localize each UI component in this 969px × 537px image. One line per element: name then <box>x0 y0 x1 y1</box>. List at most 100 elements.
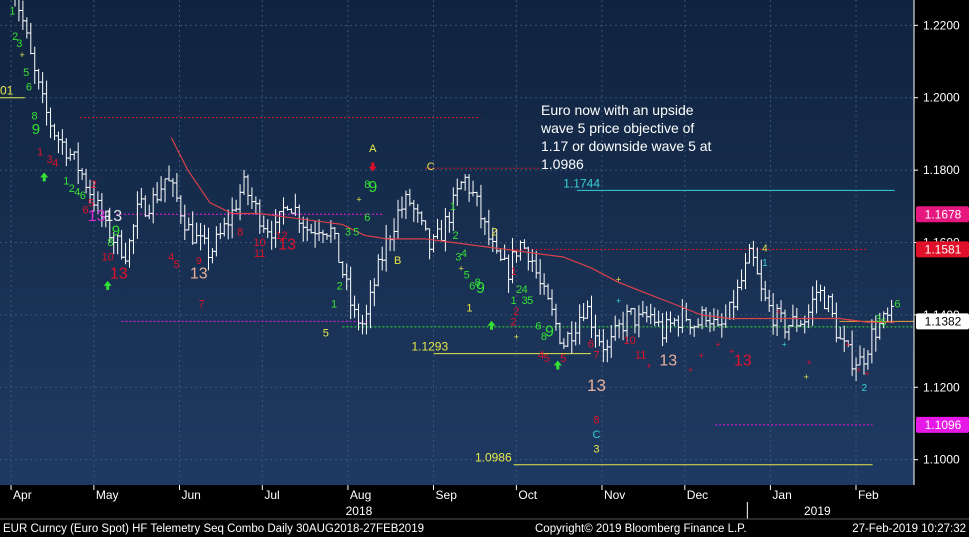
count-marker: 4 <box>52 157 58 169</box>
count-marker: 8 <box>475 277 481 289</box>
arrow-up-icon <box>553 360 562 370</box>
count-marker: 9 <box>476 280 485 297</box>
count-marker: 8 <box>364 179 370 191</box>
count-marker: + <box>729 347 734 357</box>
annotation-line: wave 5 price objective of <box>540 120 694 136</box>
count-marker: 3 <box>522 295 528 307</box>
count-marker: + <box>688 365 693 375</box>
annotation-line: 1.17 or downside wave 5 at <box>541 138 712 154</box>
level-label: 1.0986 <box>475 451 512 465</box>
y-tick-label: 1.1200 <box>923 380 960 394</box>
count-marker: + <box>356 195 361 205</box>
annotation-line: Euro now with an upside <box>541 102 694 118</box>
count-marker: + <box>782 339 787 349</box>
x-tick-label: Sep <box>436 488 458 502</box>
count-marker: 9 <box>112 222 120 239</box>
footer-center: Copyright© 2019 Bloomberg Finance L.P. <box>535 523 747 535</box>
count-marker: 1 <box>511 295 517 307</box>
count-marker: 9 <box>368 179 377 196</box>
x-tick-label: Feb <box>858 488 879 502</box>
count-marker: + <box>715 339 720 349</box>
level-label: 1.1744 <box>563 176 600 190</box>
price-badge-label: 1.1678 <box>925 207 962 221</box>
annotation-text: Euro now with an upside wave 5 price obje… <box>540 102 712 172</box>
x-year-label: 2018 <box>346 504 373 518</box>
footer-bar <box>0 519 969 537</box>
count-marker: 12 <box>276 230 288 242</box>
count-marker: + <box>646 361 651 371</box>
count-marker: A <box>369 143 377 155</box>
price-badge <box>916 416 969 433</box>
count-marker: + <box>856 365 861 375</box>
annotation-line: 1.0986 <box>541 156 584 172</box>
count-marker: 1 <box>9 5 15 17</box>
count-marker: 3 <box>875 314 881 325</box>
count-marker: 5 <box>560 353 566 365</box>
moving-average-line <box>170 137 895 323</box>
count-marker: 9 <box>545 324 554 341</box>
count-marker: 5 <box>323 328 329 340</box>
count-marker: 5 <box>88 197 94 209</box>
count-marker: 6 <box>26 81 32 93</box>
count-marker: 1 <box>466 302 472 314</box>
level-label: 01 <box>0 84 14 98</box>
x-tick-label: Dec <box>687 488 708 502</box>
count-marker: 6 <box>83 205 89 217</box>
count-marker: + <box>845 339 850 349</box>
count-marker: 13 <box>190 266 208 283</box>
count-marker: + <box>804 372 809 382</box>
price-badge <box>916 313 969 330</box>
count-marker: 5 <box>23 67 29 79</box>
price-badge <box>916 241 969 258</box>
count-marker: 2 <box>862 383 868 394</box>
count-marker: 1 <box>63 176 69 188</box>
count-marker: 6 <box>80 190 86 202</box>
y-tick-label: 1.1800 <box>923 163 960 177</box>
count-marker: 4 <box>74 186 80 198</box>
footer-left: EUR Curncy (Euro Spot) HF Telemetry Seq … <box>3 523 424 535</box>
count-marker: + <box>864 368 869 378</box>
count-marker: 2 <box>69 183 75 195</box>
count-marker: 2 <box>91 179 97 191</box>
x-year-label: 2019 <box>804 504 831 518</box>
count-marker: 1 <box>450 201 456 213</box>
count-marker: 3 <box>455 252 461 264</box>
count-marker: 7 <box>593 349 599 361</box>
count-marker: 3 <box>345 226 351 238</box>
count-marker: 13 <box>659 353 677 370</box>
count-marker: B <box>394 255 401 267</box>
count-marker: 5 <box>881 318 887 329</box>
count-marker: 10 <box>253 237 265 249</box>
count-marker: + <box>806 358 811 368</box>
x-tick-label: Jan <box>772 488 791 502</box>
count-marker: + <box>514 332 519 342</box>
count-marker: 1 <box>762 258 768 269</box>
x-tick-label: May <box>96 488 119 502</box>
count-marker: 9 <box>196 256 202 267</box>
footer-right: 27-Feb-2019 10:27:32 <box>852 523 966 535</box>
count-marker: 11 <box>635 349 646 361</box>
count-marker: 1 <box>37 147 43 159</box>
count-marker: 6 <box>535 320 541 332</box>
count-marker: 1 <box>511 266 517 278</box>
count-marker: 7 <box>199 299 205 311</box>
x-tick-label: Aug <box>350 488 371 502</box>
x-tick-label: Jul <box>264 488 279 502</box>
count-marker: 2 <box>511 317 517 329</box>
count-marker: 11 <box>254 248 265 260</box>
count-marker: 8 <box>593 414 599 426</box>
count-marker: 2 <box>337 281 343 293</box>
y-tick-label: 1.2000 <box>923 91 960 105</box>
arrow-up-icon <box>103 280 112 290</box>
count-marker: 2 <box>513 306 519 318</box>
count-marker: 13 <box>734 353 752 370</box>
count-marker: 5 <box>544 353 550 365</box>
arrow-up-icon <box>487 320 496 330</box>
count-marker: 2 <box>491 226 497 238</box>
count-marker: 2 <box>12 31 18 43</box>
count-marker: 13 <box>278 237 296 254</box>
count-marker: 10 <box>623 335 635 347</box>
count-marker: 4 <box>461 248 467 260</box>
